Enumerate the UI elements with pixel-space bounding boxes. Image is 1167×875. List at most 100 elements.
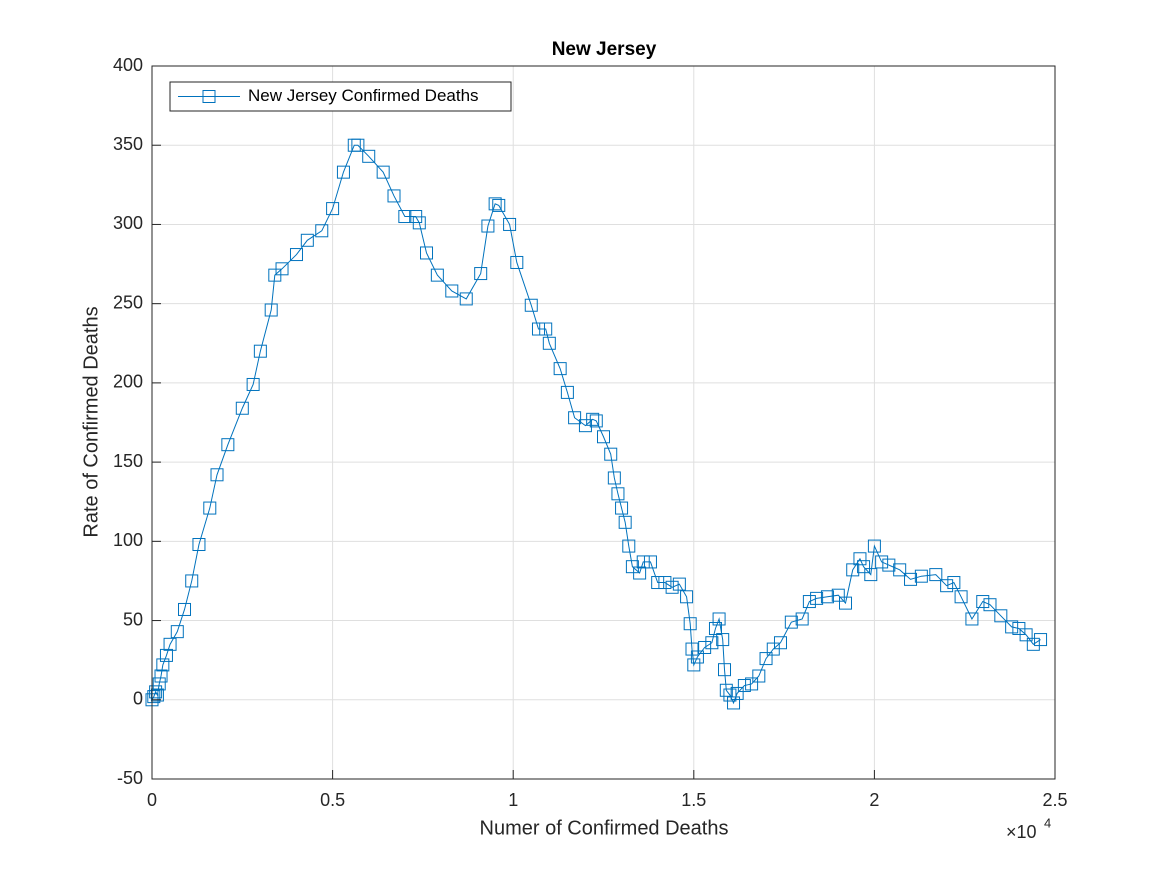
- legend-label: New Jersey Confirmed Deaths: [248, 86, 479, 105]
- data-marker: [445, 284, 459, 298]
- data-marker: [712, 612, 726, 626]
- data-marker: [589, 414, 603, 428]
- data-marker: [618, 515, 632, 529]
- data-marker: [718, 663, 732, 677]
- y-tick-label: 350: [113, 134, 143, 154]
- data-marker: [210, 468, 224, 482]
- data-marker: [759, 652, 773, 666]
- data-marker: [387, 189, 401, 203]
- data-marker: [1034, 633, 1048, 647]
- data-marker: [275, 262, 289, 276]
- data-marker: [474, 267, 488, 281]
- data-marker: [846, 563, 860, 577]
- data-marker: [488, 197, 502, 211]
- data-marker: [149, 685, 163, 699]
- data-marker: [553, 362, 567, 376]
- data-marker: [727, 696, 741, 710]
- data-marker: [875, 555, 889, 569]
- data-marker: [150, 688, 164, 702]
- data-marker: [420, 246, 434, 260]
- y-tick-label: 0: [133, 689, 143, 709]
- data-marker: [607, 471, 621, 485]
- data-marker: [716, 633, 730, 647]
- data-marker: [246, 377, 260, 391]
- x-tick-label: 2: [869, 790, 879, 810]
- data-marker: [737, 679, 751, 693]
- data-marker: [723, 688, 737, 702]
- data-marker: [940, 579, 954, 593]
- data-marker: [539, 322, 553, 336]
- data-marker: [810, 591, 824, 605]
- data-marker: [994, 609, 1008, 623]
- y-tick-label: 250: [113, 292, 143, 312]
- data-marker: [192, 538, 206, 552]
- data-marker: [976, 595, 990, 609]
- data-marker: [524, 298, 538, 312]
- data-marker: [159, 648, 173, 662]
- y-tick-label: 300: [113, 213, 143, 233]
- data-marker: [904, 572, 918, 586]
- data-marker: [857, 560, 871, 574]
- y-tick-label: 400: [113, 55, 143, 75]
- data-marker: [784, 615, 798, 629]
- data-marker: [336, 165, 350, 179]
- chart-title: New Jersey: [552, 39, 657, 60]
- data-marker: [643, 555, 657, 569]
- data-marker: [683, 617, 697, 631]
- data-marker: [1019, 628, 1033, 642]
- data-marker: [773, 636, 787, 650]
- data-line: [151, 144, 1041, 705]
- data-marker: [315, 224, 329, 238]
- x-axis-label: Numer of Confirmed Deaths: [480, 817, 729, 839]
- data-marker: [412, 216, 426, 230]
- y-tick-label: 100: [113, 530, 143, 550]
- data-marker: [622, 539, 636, 553]
- data-marker: [1026, 637, 1040, 651]
- data-marker: [152, 677, 166, 691]
- y-tick-label: 200: [113, 372, 143, 392]
- data-marker: [672, 577, 686, 591]
- data-marker: [430, 268, 444, 282]
- data-marker: [459, 292, 473, 306]
- data-marker: [481, 219, 495, 233]
- data-marker: [914, 569, 928, 583]
- data-marker: [658, 576, 672, 590]
- data-marker: [597, 430, 610, 444]
- data-marker: [221, 438, 235, 452]
- data-marker: [864, 568, 878, 582]
- data-marker: [1005, 620, 1019, 634]
- series-layer: [145, 138, 1048, 710]
- data-marker: [203, 501, 217, 515]
- data-marker: [185, 574, 199, 588]
- axes-box: [151, 65, 1056, 780]
- data-marker: [362, 149, 376, 163]
- data-marker: [893, 563, 907, 577]
- data-marker: [795, 612, 809, 626]
- y-tick-label: -50: [117, 768, 143, 788]
- data-marker: [156, 658, 170, 672]
- data-marker: [300, 233, 314, 247]
- data-marker: [730, 686, 744, 700]
- data-marker: [698, 640, 712, 654]
- data-marker: [651, 576, 665, 590]
- x-tick-label: 1: [508, 790, 518, 810]
- data-marker: [586, 412, 600, 426]
- data-marker: [154, 669, 168, 683]
- data-marker: [929, 568, 943, 582]
- data-marker: [560, 385, 574, 399]
- data-marker: [839, 596, 853, 610]
- data-marker: [831, 588, 845, 602]
- data-marker: [633, 566, 647, 580]
- data-marker: [947, 576, 961, 590]
- plot-area: [152, 66, 1055, 779]
- data-marker: [802, 595, 816, 609]
- data-marker: [665, 580, 679, 594]
- data-marker: [289, 248, 303, 262]
- y-tick-label: 150: [113, 451, 143, 471]
- data-marker: [170, 625, 184, 639]
- data-marker: [235, 401, 249, 415]
- data-marker: [719, 683, 733, 697]
- data-marker: [531, 322, 545, 336]
